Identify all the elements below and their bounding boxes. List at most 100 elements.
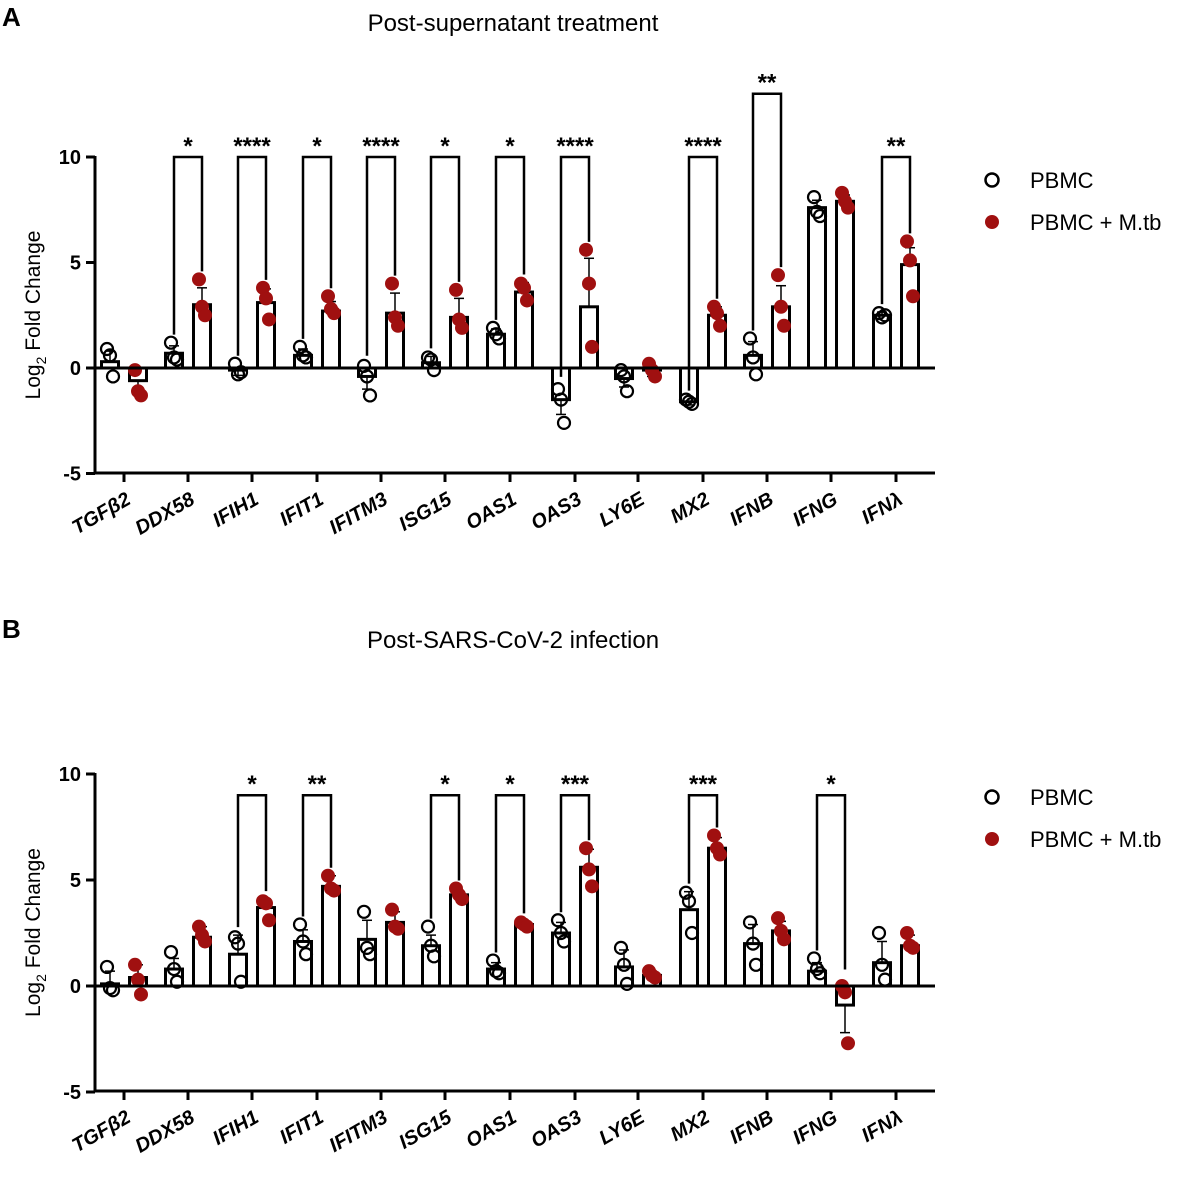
significance-bracket [494,155,526,320]
data-point-pbmc [298,947,314,962]
data-point-pbmc [553,392,569,407]
category-label: TGFβ2 [68,488,134,539]
bar-mtb [835,199,855,370]
significance-bracket [365,155,397,356]
y-tick-label: 5 [70,870,81,892]
data-point-pbmc [102,348,118,363]
significance-label: **** [233,133,271,160]
data-point-mtb [134,987,148,1002]
significance-bracket [494,793,526,953]
data-point-pbmc [877,308,893,323]
data-point-mtb [585,879,599,894]
data-point-mtb [259,291,273,306]
significance-bracket [751,92,783,331]
data-point-mtb [777,932,791,947]
category-label: MX2 [667,1106,714,1146]
y-axis-label-rest: Fold Change [22,848,45,974]
data-point-mtb [198,308,212,323]
panel-a: A Post-supernatant treatment Log2 Fold Cha… [2,2,1161,540]
data-point-pbmc [230,936,246,951]
data-point-mtb [707,828,721,843]
data-point-pbmc [298,350,314,365]
data-point-pbmc [745,350,761,365]
data-point-pbmc [99,959,115,975]
data-point-mtb [579,242,593,257]
significance-bracket [815,793,847,970]
category-label: IFNB [726,1106,777,1148]
significance-bracket [301,155,333,339]
data-point-mtb [262,913,276,928]
y-axis-label-log: Log [22,982,45,1017]
significance-label: ** [887,133,906,160]
data-point-pbmc [877,972,893,987]
category-label: IFNλ [858,1106,907,1147]
y-tick-label: 0 [70,976,81,998]
data-point-pbmc [556,415,572,430]
data-point-mtb [517,280,531,295]
data-point-pbmc [356,904,372,919]
data-point-mtb [771,911,785,926]
y-tick-label: 10 [59,764,81,786]
data-point-pbmc [362,947,378,962]
significance-label: *** [561,771,590,798]
data-point-mtb [710,306,724,321]
category-label: OAS3 [527,488,585,534]
data-point-pbmc [169,352,185,367]
y-axis-label: Log2 Fold Change [22,231,49,400]
category-label: IFNG [789,1106,841,1149]
chart-title: Post-supernatant treatment [368,10,659,37]
significance-label: **** [362,133,400,160]
significance-bracket [429,155,461,349]
significance-bracket [172,155,204,335]
data-point-mtb [385,902,399,917]
significance-label: * [440,771,450,798]
category-label: IFITM3 [326,1106,392,1157]
data-point-mtb [900,234,914,249]
legend-marker-pbmc [984,172,1000,188]
data-point-pbmc [550,913,566,928]
data-point-mtb [259,896,273,911]
data-point-mtb [391,921,405,936]
data-point-pbmc [812,208,828,224]
category-label: IFIH1 [209,1106,262,1150]
panel-b: B Post-SARS-CoV-2 infection Log2 Fold Chan… [2,614,1161,1158]
significance-label: ** [758,70,777,97]
legend-label-mtb: PBMC + M.tb [1030,827,1161,852]
significance-bracket [429,793,461,919]
data-point-mtb [648,970,662,985]
data-point-mtb [713,847,727,862]
data-point-pbmc [681,894,697,909]
data-point-mtb [327,306,341,321]
data-point-mtb [903,253,917,268]
significance-label: ** [308,771,327,798]
bar-mtb [707,846,727,988]
data-point-pbmc [619,976,635,991]
y-tick-label: 10 [59,147,81,169]
data-point-mtb [906,940,920,955]
data-point-pbmc [556,934,572,949]
panel-letter: B [2,614,21,644]
category-label: IFITM3 [326,488,392,539]
y-axis-label-log: Log [22,364,45,399]
category-label: IFNλ [858,488,907,529]
data-point-mtb [128,363,142,378]
data-point-pbmc [426,363,442,378]
bar-mtb [321,309,341,370]
data-point-pbmc [295,934,311,949]
data-point-pbmc [163,944,179,960]
category-label: OAS1 [462,1106,520,1152]
y-axis-label: Log2 Fold Change [22,848,49,1017]
data-point-pbmc [105,369,121,384]
y-axis-label-rest: Fold Change [22,231,45,357]
data-point-pbmc [163,335,179,350]
bar-mtb [771,305,791,370]
data-point-pbmc [420,919,436,934]
data-point-mtb [385,276,399,291]
data-point-mtb [131,972,145,987]
data-point-pbmc [742,331,758,346]
data-point-pbmc [616,957,632,972]
data-point-pbmc [233,974,249,989]
data-point-pbmc [684,925,700,941]
data-point-mtb [520,293,534,308]
